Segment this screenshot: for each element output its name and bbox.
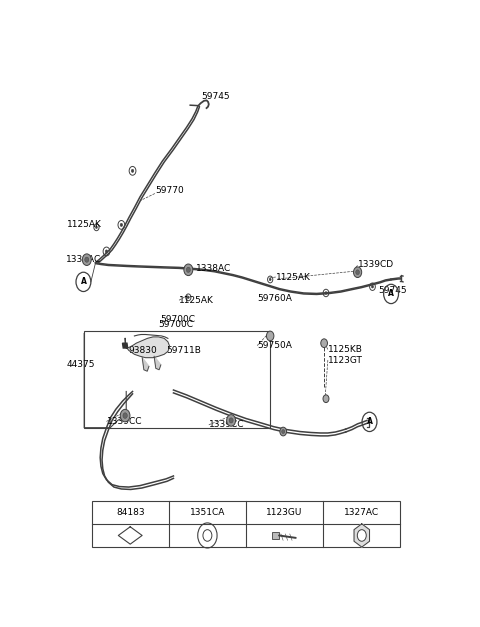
- Text: 44375: 44375: [67, 361, 95, 369]
- Text: 1125AK: 1125AK: [179, 296, 214, 305]
- Circle shape: [372, 285, 373, 288]
- Circle shape: [321, 339, 327, 347]
- Bar: [92, 501, 400, 547]
- Text: 59711B: 59711B: [166, 346, 201, 355]
- Circle shape: [266, 331, 274, 341]
- Text: 1123GT: 1123GT: [328, 356, 363, 364]
- Polygon shape: [154, 356, 161, 370]
- Bar: [272, 532, 279, 539]
- Text: 59745: 59745: [378, 285, 407, 295]
- Text: 1123GU: 1123GU: [266, 508, 303, 517]
- Text: A: A: [388, 290, 394, 298]
- Circle shape: [85, 257, 89, 262]
- Circle shape: [227, 414, 236, 426]
- Polygon shape: [122, 343, 128, 348]
- Circle shape: [269, 278, 271, 281]
- Text: 1339CC: 1339CC: [107, 417, 142, 426]
- Circle shape: [325, 292, 327, 294]
- Text: A: A: [81, 277, 86, 287]
- Circle shape: [120, 223, 122, 226]
- Text: A: A: [367, 418, 372, 426]
- Polygon shape: [125, 337, 170, 357]
- Circle shape: [123, 413, 127, 418]
- Circle shape: [187, 296, 189, 298]
- Text: 1338AC: 1338AC: [196, 264, 231, 273]
- Text: 1125KB: 1125KB: [328, 345, 363, 354]
- Circle shape: [96, 226, 97, 228]
- Circle shape: [323, 395, 329, 403]
- Text: 59760A: 59760A: [257, 294, 292, 303]
- Circle shape: [280, 427, 287, 436]
- Polygon shape: [354, 524, 370, 547]
- Text: 1339CD: 1339CD: [358, 260, 394, 270]
- Circle shape: [357, 530, 366, 541]
- Circle shape: [83, 254, 91, 265]
- Circle shape: [184, 264, 193, 276]
- Text: 59745: 59745: [202, 92, 230, 102]
- Text: 1339CC: 1339CC: [209, 420, 244, 429]
- Circle shape: [132, 169, 134, 172]
- Bar: [84, 331, 270, 428]
- Text: 1125AK: 1125AK: [276, 273, 311, 282]
- Circle shape: [356, 270, 360, 275]
- Polygon shape: [142, 357, 149, 371]
- Text: 59700C: 59700C: [160, 315, 195, 324]
- Circle shape: [120, 409, 130, 422]
- Circle shape: [105, 250, 108, 253]
- Text: 1351CA: 1351CA: [190, 508, 225, 517]
- Circle shape: [186, 267, 191, 272]
- Circle shape: [282, 429, 285, 433]
- Text: 59700C: 59700C: [158, 320, 193, 329]
- Text: 1327AC: 1327AC: [344, 508, 379, 517]
- Text: 59770: 59770: [155, 186, 184, 194]
- Text: 93830: 93830: [129, 346, 157, 355]
- Circle shape: [229, 418, 233, 423]
- Text: 1125AK: 1125AK: [67, 221, 102, 229]
- Text: 1338AC: 1338AC: [66, 255, 101, 264]
- Text: 84183: 84183: [116, 508, 144, 517]
- Circle shape: [353, 267, 362, 278]
- Text: 59750A: 59750A: [257, 341, 292, 350]
